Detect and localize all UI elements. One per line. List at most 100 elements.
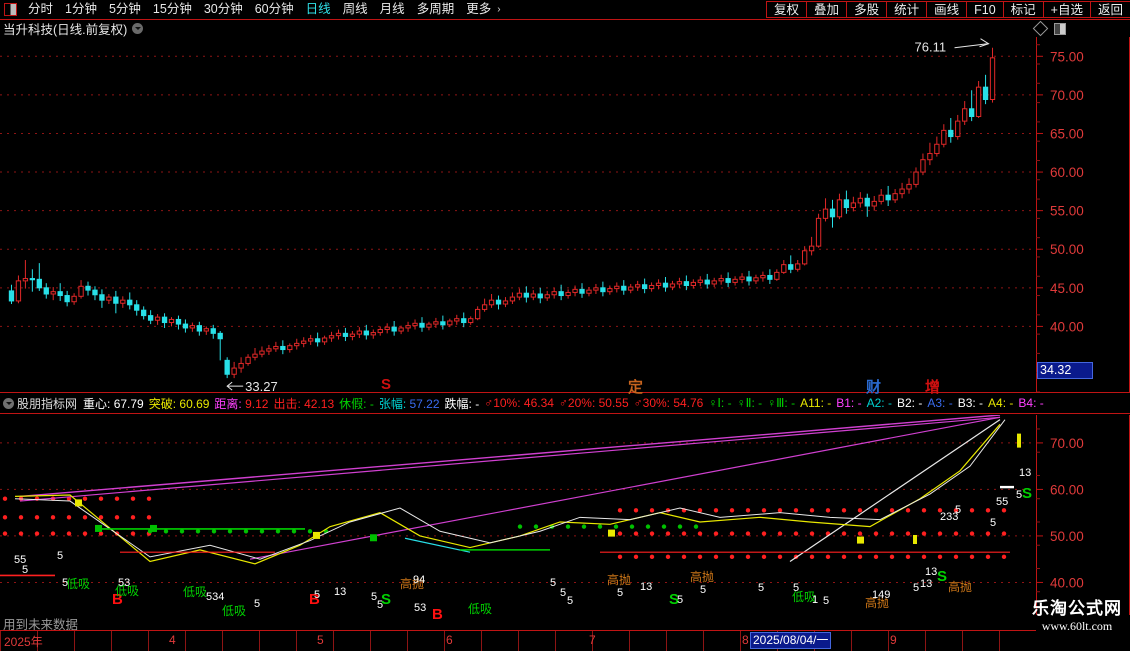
diamond-icon[interactable] [1032,20,1049,37]
count-label-4: 53 [118,577,131,589]
info-item-2: 距离: 9.12 [214,396,269,411]
count-label-16: 5 [617,587,624,599]
date-tick [296,631,297,651]
count-label-12: 53 [414,602,427,614]
count-label-30: 55 [996,496,1009,508]
buy-marker-2: B [432,606,443,623]
toolbar-button-2[interactable]: 多股 [846,1,888,18]
info-item-9: ♂30%: 54.76 [633,396,704,410]
period-0[interactable]: 分时 [28,2,54,16]
info-item-20: B4: - [1018,396,1044,410]
toolbar-button-8[interactable]: 返回 [1089,1,1130,18]
date-axis: 2025年 4 5 6 7 8 2025/08/04/一 9 [0,630,1036,651]
info-item-17: A3: - [927,396,953,410]
count-label-6: 5 [254,598,261,610]
count-label-2: 5 [57,550,64,562]
sell-marker-1: S [669,591,680,608]
date-label-0: 2025年 [4,635,43,649]
period-selector: 分时 1分钟 5分钟 15分钟 30分钟 60分钟 日线 周线 月线 多周期 更多 › [0,0,507,19]
period-8[interactable]: 月线 [379,2,405,16]
date-tick [518,631,519,651]
count-label-29: 5 [955,504,962,516]
split-view-icon[interactable] [1054,22,1066,35]
date-tick [555,631,556,651]
date-tick [407,631,408,651]
background-mark-1: 定 [628,379,644,396]
period-10[interactable]: 更多 [466,2,492,16]
toolbar-button-4[interactable]: 画线 [926,1,968,18]
top-toolbar: 分时 1分钟 5分钟 15分钟 30分钟 60分钟 日线 周线 月线 多周期 更多 › 复权 叠加 多股… [0,0,1130,20]
count-label-9: 5 [371,591,378,603]
toolbar-button-7[interactable]: +自选 [1042,1,1091,18]
layout-toggle-icon[interactable] [4,3,17,16]
date-label-2: 5 [317,633,324,647]
period-1[interactable]: 1分钟 [65,2,97,16]
date-tick [333,631,334,651]
info-item-18: B3: - [957,396,984,410]
sell-marker-2: S [937,568,948,585]
count-label-7: 5 [314,589,321,601]
indicator-menu-icon[interactable] [3,397,14,409]
count-label-28: 13 [925,566,938,578]
toolbar-button-0[interactable]: 复权 [766,1,808,18]
svg-text:70.00: 70.00 [1050,436,1084,451]
sub-indicator-pane[interactable] [0,415,1037,615]
svg-text:76.11: 76.11 [915,40,947,55]
info-item-5: 张幅: 57.22 [378,396,440,411]
date-label-1: 4 [169,633,176,647]
future-data-note: 用到未来数据 [3,618,79,632]
period-2[interactable]: 5分钟 [108,2,141,16]
chevron-down-icon[interactable] [132,23,144,34]
svg-text:60.00: 60.00 [1050,482,1084,497]
info-item-13: A11: - [800,396,832,410]
info-item-4: 休假: - [339,396,374,411]
count-label-31: 5 [1016,489,1023,501]
sell-marker-3: S [1022,485,1033,502]
low-buy-label-4: 低吸 [468,602,493,616]
current-price-tag: 34.32 [1037,362,1093,380]
date-tick [481,631,482,651]
count-label-5: 534 [206,591,225,603]
info-item-6: 跌幅: - [444,396,480,411]
toolbar-button-3[interactable]: 统计 [886,1,928,18]
high-sell-label-1: 高抛 [607,573,632,587]
high-sell-label-2: 高抛 [690,570,715,584]
date-tick [444,631,445,651]
toolbar-button-1[interactable]: 叠加 [806,1,848,18]
toolbar-button-5[interactable]: F10 [966,1,1004,18]
date-tick [111,631,112,651]
count-label-25: 5 [913,582,920,594]
period-6[interactable]: 日线 [305,2,331,16]
period-3[interactable]: 15分钟 [152,2,192,16]
main-candlestick-pane[interactable]: 76.11 33.27 [0,37,1037,392]
count-label-20: 5 [758,582,765,594]
date-tick [592,631,593,651]
buy-marker-0: B [112,591,123,608]
info-item-11: ♀Ⅱ: - [736,396,763,410]
period-9[interactable]: 多周期 [416,2,455,16]
svg-text:65.00: 65.00 [1050,126,1084,141]
count-label-18: 5 [677,594,684,606]
date-tick [185,631,186,651]
count-label-24: 149 [872,589,891,601]
period-5[interactable]: 60分钟 [254,2,294,16]
period-4[interactable]: 30分钟 [203,2,243,16]
info-item-8: ♂20%: 50.55 [558,396,629,410]
info-item-7: ♂10%: 46.34 [484,396,554,410]
date-tick [259,631,260,651]
toolbar-button-6[interactable]: 标记 [1002,1,1044,18]
count-label-33: 5 [990,517,997,529]
date-tick [148,631,149,651]
chevron-right-icon[interactable]: › [497,4,501,15]
date-tick [851,631,852,651]
date-label-6: 2025/08/04/一 [750,632,832,649]
date-tick [0,631,1,651]
toolbar-buttons: 复权 叠加 多股 统计 画线 F10 标记 +自选 返回 [766,0,1130,19]
date-tick [37,631,38,651]
count-label-15: 5 [567,595,574,607]
period-7[interactable]: 周线 [342,2,368,16]
watermark-url: www.60lt.com [1041,619,1113,633]
count-label-32: 13 [1019,467,1032,479]
date-tick [962,631,963,651]
